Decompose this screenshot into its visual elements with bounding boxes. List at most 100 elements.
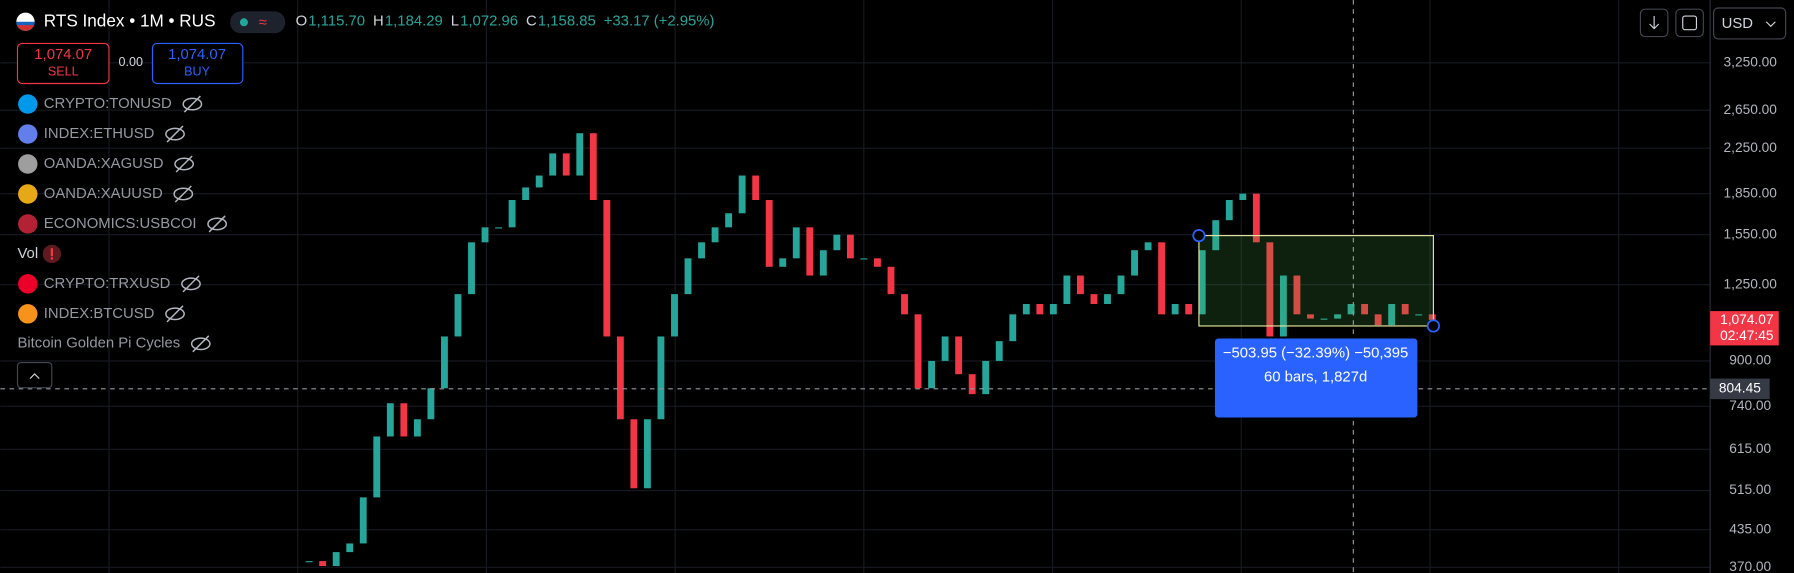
visibility-icon[interactable] (181, 277, 201, 291)
visibility-slash (208, 215, 226, 233)
ohlc-value: 1,115.70 (308, 14, 365, 30)
visibility-slash (174, 185, 192, 203)
candle (1131, 250, 1138, 276)
candle (643, 419, 651, 489)
indicator-icon (18, 274, 38, 294)
candle (508, 200, 516, 228)
candle (711, 227, 719, 243)
candle (1347, 304, 1355, 315)
measure-handle[interactable] (1426, 319, 1440, 333)
y-tick-label: 1,550.00 (1724, 226, 1778, 241)
candle (1022, 304, 1030, 315)
candle (982, 360, 990, 395)
candle (901, 294, 908, 315)
alert-mark (50, 257, 54, 260)
candle (1374, 314, 1382, 326)
indicator-name[interactable]: INDEX:ETHUSD (44, 126, 155, 142)
countdown: 02:47:45 (1720, 328, 1774, 343)
visibility-icon[interactable] (173, 187, 194, 201)
candle (481, 227, 489, 243)
candle (305, 561, 313, 563)
candle (1266, 242, 1274, 337)
candle (1049, 304, 1057, 315)
visibility-icon[interactable] (165, 307, 185, 321)
indicator-name[interactable]: Vol (17, 246, 38, 262)
buy-button[interactable] (151, 42, 244, 85)
currency: USD (1722, 16, 1754, 32)
indicator-name[interactable]: OANDA:XAGUSD (44, 156, 164, 172)
candle (860, 258, 868, 260)
visibility-icon[interactable] (182, 97, 203, 111)
sell-price: 1,074.07 (34, 47, 92, 63)
candle (1158, 242, 1166, 315)
y-tick-label: 1,250.00 (1724, 276, 1778, 291)
visibility-icon[interactable] (207, 217, 228, 231)
candle (941, 336, 949, 361)
measure-handle[interactable] (1192, 229, 1206, 243)
y-tick-label: 615.00 (1729, 441, 1771, 456)
indicator-name[interactable]: OANDA:XAUUSD (44, 186, 163, 202)
y-tick-label: 435.00 (1729, 521, 1771, 536)
candle (752, 175, 760, 201)
buy-price: 1,074.07 (168, 47, 226, 63)
visibility-icon[interactable] (165, 127, 185, 141)
candle (616, 336, 624, 420)
candle (603, 200, 611, 337)
collapse-button[interactable] (16, 361, 53, 389)
sell-button[interactable] (16, 42, 110, 85)
indicator-name[interactable]: CRYPTO:TRXUSD (44, 276, 171, 292)
candle (1077, 275, 1084, 295)
candle (1279, 275, 1287, 337)
candle (495, 227, 503, 229)
candle (806, 227, 814, 276)
candle (1307, 314, 1314, 319)
candle (359, 497, 367, 544)
candle (346, 543, 354, 553)
candle (995, 341, 1003, 361)
candle (1009, 314, 1017, 342)
candle (1239, 193, 1247, 201)
indicator-icon (18, 124, 38, 144)
candle (1361, 304, 1369, 315)
candle (1036, 304, 1044, 315)
visibility-slash (175, 155, 193, 173)
measure-box[interactable] (1198, 235, 1434, 327)
fullscreen-button[interactable] (1675, 8, 1704, 38)
y-tick-label: 2,650.00 (1724, 102, 1778, 117)
visibility-icon[interactable] (174, 157, 195, 171)
candle (332, 552, 340, 567)
candle (1117, 275, 1125, 295)
alert-mark (50, 248, 54, 257)
visibility-slash (183, 95, 201, 113)
status-dot (239, 18, 248, 27)
candle (1225, 200, 1233, 221)
flag (17, 25, 34, 31)
candle (1428, 314, 1436, 320)
spread: 0.00 (118, 55, 142, 69)
candle (819, 250, 827, 276)
crosshair-value: 804.45 (1719, 380, 1761, 395)
indicator-name[interactable]: Bitcoin Golden Pi Cycles (17, 336, 180, 352)
candle (1171, 304, 1179, 315)
candle (589, 133, 597, 201)
candle (454, 294, 462, 337)
visibility-icon[interactable] (190, 337, 211, 351)
candle (1334, 314, 1341, 319)
visibility-slash (166, 305, 184, 323)
price-label (1710, 311, 1779, 346)
ohlc-value: 1,158.85 (538, 14, 596, 30)
indicator-name[interactable]: INDEX:BTCUSD (44, 306, 155, 322)
candle (373, 436, 381, 498)
candle (684, 258, 692, 295)
indicator-icon (18, 214, 38, 234)
change: +33.17 (+2.95%) (604, 14, 715, 30)
candle (1388, 304, 1396, 326)
buy-label: BUY (184, 64, 210, 78)
ohlc-label: H (373, 14, 384, 30)
currency-select[interactable] (1713, 7, 1787, 40)
indicator-name[interactable]: ECONOMICS:USBCOI (44, 216, 197, 232)
candle (1063, 275, 1071, 305)
indicator-name[interactable]: CRYPTO:TONUSD (44, 96, 172, 112)
